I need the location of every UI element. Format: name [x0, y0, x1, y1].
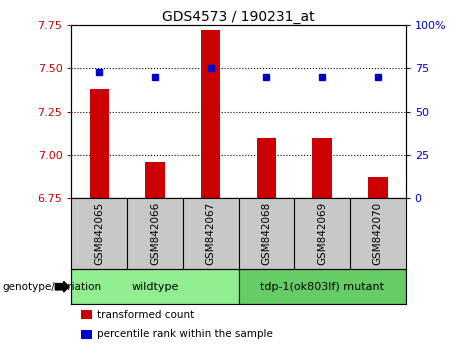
- Bar: [89, 89, 109, 198]
- Title: GDS4573 / 190231_at: GDS4573 / 190231_at: [162, 10, 315, 24]
- Bar: [313, 138, 332, 198]
- Text: GSM842066: GSM842066: [150, 202, 160, 265]
- Bar: [368, 177, 388, 198]
- Bar: [145, 162, 165, 198]
- Text: transformed count: transformed count: [97, 310, 194, 320]
- Text: genotype/variation: genotype/variation: [2, 282, 101, 292]
- Text: GSM842068: GSM842068: [261, 202, 272, 265]
- Text: GSM842065: GSM842065: [95, 202, 104, 265]
- Bar: [201, 30, 220, 198]
- Text: GSM842069: GSM842069: [317, 202, 327, 265]
- Bar: [71, 269, 239, 304]
- Text: wildtype: wildtype: [131, 282, 179, 292]
- Bar: [257, 138, 276, 198]
- Text: percentile rank within the sample: percentile rank within the sample: [97, 329, 273, 339]
- Bar: [239, 269, 406, 304]
- Text: GSM842067: GSM842067: [206, 202, 216, 265]
- Text: GSM842070: GSM842070: [373, 202, 383, 265]
- Text: tdp-1(ok803lf) mutant: tdp-1(ok803lf) mutant: [260, 282, 384, 292]
